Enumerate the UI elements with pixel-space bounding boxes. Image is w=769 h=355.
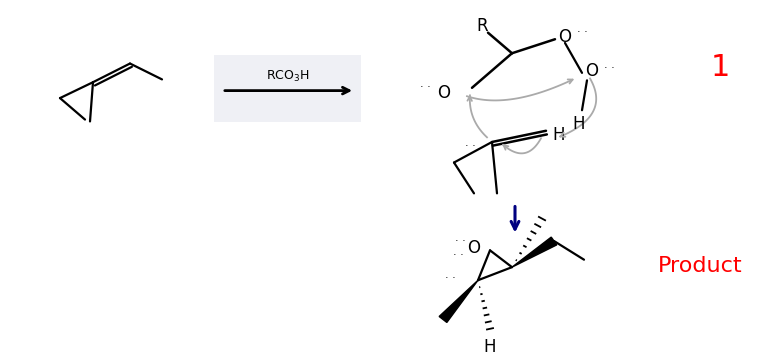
Text: H: H (573, 115, 585, 133)
Text: · ·: · · (444, 273, 455, 283)
Text: H: H (484, 338, 496, 355)
Text: · ·: · · (464, 141, 475, 151)
Text: · ·: · · (577, 27, 588, 37)
Text: · ·: · · (420, 82, 431, 92)
Text: Product: Product (657, 256, 742, 276)
Polygon shape (439, 280, 478, 322)
Text: O: O (585, 62, 598, 80)
Text: H: H (552, 126, 564, 143)
Text: O: O (558, 28, 571, 47)
Polygon shape (512, 237, 557, 267)
Text: · ·: · · (604, 63, 614, 73)
Text: · ·: · · (453, 250, 464, 260)
Text: O: O (437, 84, 450, 102)
Text: RCO$_3$H: RCO$_3$H (266, 69, 310, 84)
FancyBboxPatch shape (214, 55, 361, 122)
Text: R: R (476, 17, 488, 35)
Text: 1: 1 (711, 53, 730, 82)
Text: O: O (468, 240, 481, 257)
Text: · ·: · · (454, 236, 465, 246)
